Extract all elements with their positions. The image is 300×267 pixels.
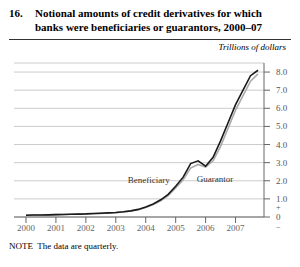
svg-text:2001: 2001 (47, 223, 65, 233)
svg-text:2006: 2006 (197, 223, 216, 233)
svg-text:Beneficiary: Beneficiary (128, 175, 170, 185)
svg-text:+: + (276, 203, 281, 212)
svg-text:2004: 2004 (137, 223, 156, 233)
svg-text:5.0: 5.0 (276, 121, 288, 131)
svg-text:−: − (276, 223, 281, 232)
html-text:Trillions of dollars: Trillions of dollars (218, 41, 286, 52)
svg-text:3.0: 3.0 (276, 157, 288, 167)
svg-text:8.0: 8.0 (276, 67, 288, 77)
html-text:NOTE The data are quarterly.: NOTE The data are quarterly. (9, 240, 119, 251)
svg-text:6.0: 6.0 (276, 103, 288, 113)
svg-text:1.0: 1.0 (276, 193, 288, 203)
svg-text:0: 0 (276, 212, 281, 222)
svg-text:4.0: 4.0 (276, 139, 288, 149)
svg-text:2002: 2002 (77, 223, 95, 233)
svg-text:2005: 2005 (167, 223, 186, 233)
svg-text:2.0: 2.0 (276, 175, 288, 185)
svg-text:Guarantor: Guarantor (197, 174, 233, 184)
html-text:16.: 16. (9, 7, 23, 19)
svg-text:2000: 2000 (17, 223, 36, 233)
html-text:Notional amounts of credit der: Notional amounts of credit derivatives f… (35, 7, 262, 34)
svg-text:7.0: 7.0 (276, 85, 288, 95)
svg-text:2007: 2007 (227, 223, 246, 233)
svg-text:2003: 2003 (107, 223, 126, 233)
